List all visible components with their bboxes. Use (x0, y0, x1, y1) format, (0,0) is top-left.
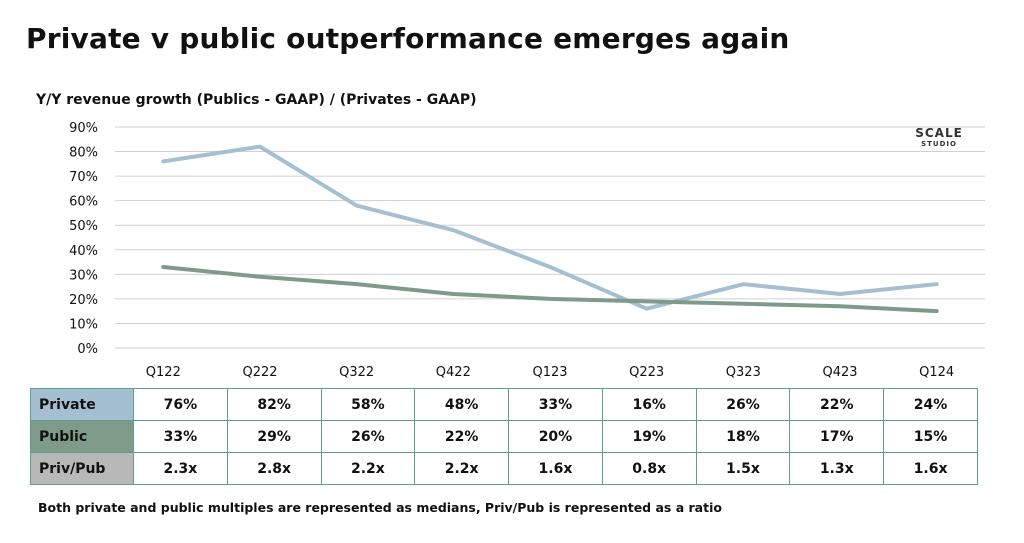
x-tick-label: Q223 (629, 365, 664, 380)
y-axis-ticks: 0% 10% 20% 30% 40% 50% 60% 70% 80% 90% (69, 121, 98, 357)
chart-grid (115, 126, 985, 349)
y-tick-label: 80% (69, 146, 98, 161)
table-row: Priv/Pub 2.3x 2.8x 2.2x 2.2x 1.6x 0.8x 1.5x 1.3x… (30, 452, 978, 485)
table-cell: 82% (226, 388, 322, 421)
table-cell: 33% (508, 388, 603, 421)
x-tick-label: Q124 (919, 365, 954, 380)
table-cell: 2.3x (133, 452, 228, 485)
table-row: Public 33% 29% 26% 22% 20% 19% 18% 17% 15% (30, 420, 978, 453)
row-header: Public (30, 420, 134, 453)
y-tick-label: 10% (69, 317, 98, 332)
table-cell: 2.8x (226, 452, 322, 485)
table-cell: 17% (789, 420, 885, 453)
x-axis-ticks: Q122 Q222 Q322 Q422 Q123 Q223 Q323 Q423 Q124 (146, 365, 954, 380)
row-header: Private (30, 388, 134, 421)
table-cell: 29% (226, 420, 322, 453)
chart-subtitle: Y/Y revenue growth (Publics - GAAP) / (P… (36, 92, 477, 108)
table-cell: 2.2x (320, 452, 416, 485)
x-tick-label: Q123 (532, 365, 567, 380)
scale-studio-logo: SCALE STUDIO (912, 126, 966, 149)
y-tick-label: 70% (69, 170, 98, 185)
chart-series (161, 144, 939, 314)
y-tick-label: 40% (69, 244, 98, 259)
line-chart: 0% 10% 20% 30% 40% 50% 60% 70% 80% 90% Q122 Q222 Q3… (69, 121, 985, 380)
table-cell: 15% (883, 420, 978, 453)
table-cell: 22% (789, 388, 885, 421)
table-cell: 1.5x (695, 452, 791, 485)
y-tick-label: 30% (69, 268, 98, 283)
table-cell: 18% (695, 420, 791, 453)
y-tick-label: 90% (69, 121, 98, 136)
table-cell: 0.8x (601, 452, 697, 485)
footnote: Both private and public multiples are re… (38, 500, 722, 515)
y-tick-label: 60% (69, 195, 98, 210)
y-tick-label: 0% (77, 342, 98, 357)
table-cell: 26% (320, 420, 416, 453)
y-tick-label: 20% (69, 293, 98, 308)
table-cell: 16% (601, 388, 697, 421)
x-tick-label: Q222 (242, 365, 277, 380)
x-tick-label: Q423 (822, 365, 857, 380)
table-cell: 1.6x (883, 452, 978, 485)
table-cell: 20% (508, 420, 603, 453)
logo-line-1: SCALE (915, 126, 963, 140)
logo-line-2: STUDIO (921, 140, 957, 148)
series-line-public (161, 264, 939, 314)
x-tick-label: Q422 (436, 365, 471, 380)
table-cell: 33% (133, 420, 228, 453)
series-line-private (161, 144, 939, 311)
table-row: Private 76% 82% 58% 48% 33% 16% 26% 22% 24% (30, 388, 978, 421)
x-tick-label: Q323 (726, 365, 761, 380)
table-cell: 76% (133, 388, 228, 421)
table-cell: 24% (883, 388, 978, 421)
y-tick-label: 50% (69, 219, 98, 234)
table-cell: 1.3x (789, 452, 885, 485)
table-cell: 48% (414, 388, 510, 421)
table-cell: 2.2x (414, 452, 510, 485)
table-cell: 26% (695, 388, 791, 421)
data-table: Private 76% 82% 58% 48% 33% 16% 26% 22% 24% Public… (30, 388, 978, 485)
table-cell: 58% (320, 388, 416, 421)
page-title: Private v public outperformance emerges … (26, 22, 790, 55)
row-header: Priv/Pub (30, 452, 134, 485)
table-cell: 22% (414, 420, 510, 453)
table-cell: 1.6x (508, 452, 603, 485)
table-cell: 19% (601, 420, 697, 453)
x-tick-label: Q322 (339, 365, 374, 380)
x-tick-label: Q122 (146, 365, 181, 380)
